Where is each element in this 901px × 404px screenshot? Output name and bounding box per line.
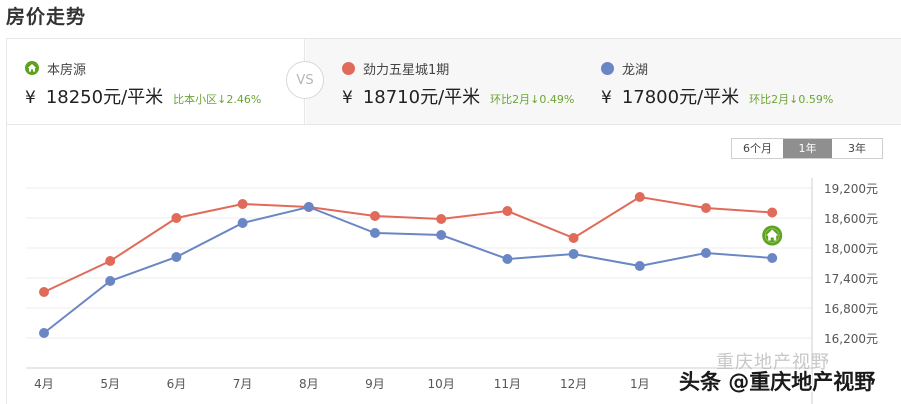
house-icon — [25, 61, 39, 75]
price-trend-panel: 本房源 ¥ 18250元/平米 比本小区↓2.46% VS 劲力五星城1期 ¥ … — [6, 38, 901, 404]
y-tick-label: 19,200元 — [824, 182, 878, 196]
self-listing-block: 本房源 ¥ 18250元/平米 比本小区↓2.46% — [7, 39, 305, 124]
data-point[interactable] — [634, 192, 645, 202]
watermark-big: 头条 @重庆地产视野 — [679, 370, 876, 394]
data-point[interactable] — [436, 214, 447, 224]
data-point[interactable] — [767, 207, 778, 218]
grid-lines — [26, 187, 812, 369]
community-name: 劲力五星城1期 — [363, 62, 450, 78]
vs-badge: VS — [286, 61, 324, 99]
data-point[interactable] — [237, 199, 248, 209]
compared-communities: 劲力五星城1期 ¥ 18710元/平米 环比2月↓0.49% 龙湖 ¥ 1780… — [306, 39, 901, 124]
tab-1-year[interactable]: 1年 — [783, 139, 832, 158]
currency-symbol: ¥ — [25, 88, 36, 108]
data-point[interactable] — [701, 203, 711, 213]
community-name: 龙湖 — [622, 62, 649, 78]
series-color-dot — [601, 61, 614, 75]
self-listing-name: 本房源 — [47, 62, 87, 78]
data-point[interactable] — [502, 206, 513, 216]
community-entry-jinli: 劲力五星城1期 ¥ 18710元/平米 环比2月↓0.49% — [342, 59, 574, 109]
x-tick-label: 11月 — [494, 377, 521, 391]
data-point[interactable] — [105, 256, 116, 266]
data-point[interactable] — [568, 249, 579, 259]
x-axis-ticks: 4月 5月 6月 7月 8月 9月 10月 11月 12月 1月 — [34, 377, 649, 391]
y-tick-label: 18,000元 — [824, 242, 878, 256]
data-point[interactable] — [370, 211, 380, 221]
data-point[interactable] — [436, 230, 447, 240]
tab-3-years[interactable]: 3年 — [832, 139, 882, 158]
series-line — [43, 205, 773, 334]
x-tick-label: 6月 — [167, 377, 187, 391]
data-point[interactable] — [39, 328, 49, 338]
self-listing-marker — [762, 225, 783, 246]
series-lines — [39, 192, 778, 338]
data-point[interactable] — [502, 254, 513, 264]
community-change: 环比2月↓0.49% — [490, 93, 575, 106]
community-change: 环比2月↓0.59% — [749, 93, 834, 106]
page-title: 房价走势 — [6, 6, 87, 28]
currency-symbol: ¥ — [342, 88, 353, 108]
y-axis-ticks: 16,200元 16,800元 17,400元 18,000元 18,600元 19,20… — [824, 182, 878, 346]
y-tick-label: 18,600元 — [824, 212, 878, 226]
data-point[interactable] — [105, 276, 116, 286]
currency-symbol: ¥ — [601, 88, 612, 108]
watermark-small: 重庆地产视野 — [716, 352, 830, 373]
y-tick-label: 17,400元 — [824, 272, 878, 286]
x-tick-label: 5月 — [100, 377, 120, 391]
data-point[interactable] — [701, 248, 711, 258]
data-point[interactable] — [237, 218, 248, 228]
series-line — [43, 195, 773, 293]
self-listing-entry: 本房源 ¥ 18250元/平米 比本小区↓2.46% — [25, 59, 261, 109]
data-point[interactable] — [370, 228, 380, 238]
tab-6-months[interactable]: 6个月 — [732, 139, 783, 158]
x-tick-label: 9月 — [365, 377, 385, 391]
data-point[interactable] — [634, 261, 645, 271]
data-point[interactable] — [171, 252, 182, 262]
x-tick-label: 7月 — [233, 377, 253, 391]
y-tick-label: 16,800元 — [824, 302, 878, 316]
data-point[interactable] — [171, 213, 182, 223]
self-listing-price: 18250元/平米 — [45, 87, 164, 108]
data-point[interactable] — [568, 233, 579, 243]
x-tick-label: 1月 — [630, 377, 650, 391]
community-price: 18710元/平米 — [362, 87, 481, 108]
community-entry-longhu: 龙湖 ¥ 17800元/平米 环比2月↓0.59% — [601, 59, 833, 109]
y-tick-label: 16,200元 — [824, 332, 878, 346]
series-color-dot — [342, 61, 355, 75]
time-range-tabs: 6个月 1年 3年 — [731, 138, 883, 159]
data-point[interactable] — [767, 253, 778, 263]
self-listing-change: 比本小区↓2.46% — [173, 93, 262, 106]
comparison-header: 本房源 ¥ 18250元/平米 比本小区↓2.46% VS 劲力五星城1期 ¥ … — [7, 39, 901, 125]
x-tick-label: 8月 — [299, 377, 319, 391]
x-tick-label: 4月 — [34, 377, 54, 391]
x-tick-label: 12月 — [560, 377, 587, 391]
community-price: 17800元/平米 — [621, 87, 740, 108]
x-tick-label: 10月 — [428, 377, 455, 391]
data-point[interactable] — [303, 202, 314, 212]
data-point[interactable] — [39, 287, 49, 297]
